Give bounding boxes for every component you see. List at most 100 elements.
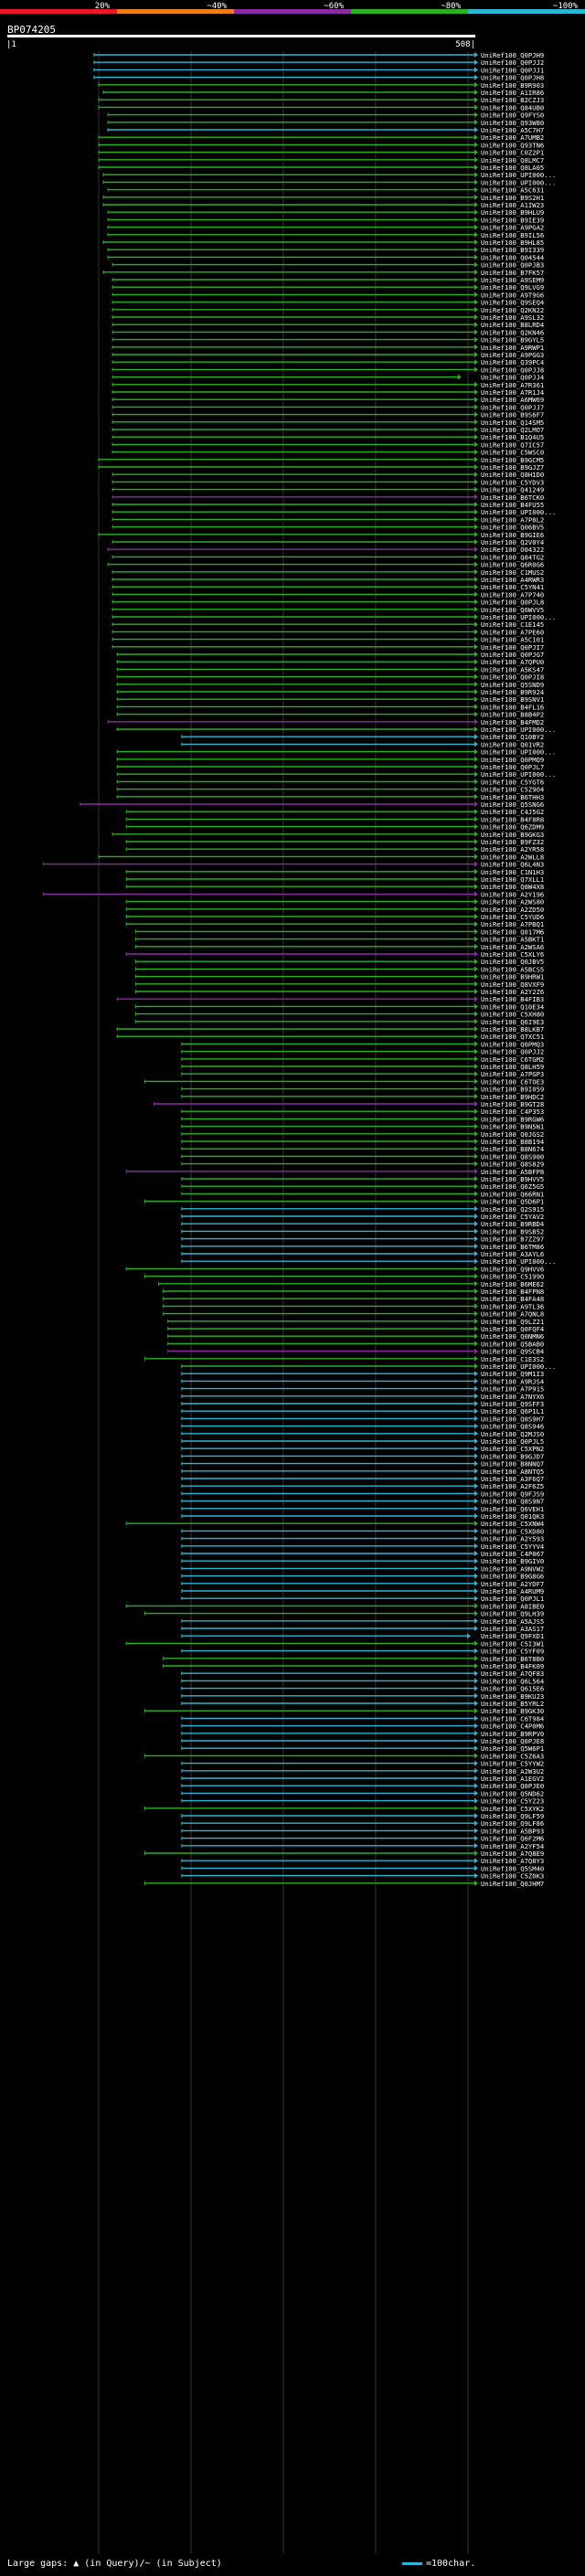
hit-label[interactable]: UniRef100_Q0PJE0: [481, 1782, 544, 1790]
hit-row[interactable]: UniRef100_A3AYL6: [181, 1250, 544, 1258]
hit-row[interactable]: UniRef100_Q9LVG9: [112, 283, 544, 292]
hit-label[interactable]: UniRef100_Q2LMO7: [481, 426, 544, 434]
hit-row[interactable]: UniRef100_Q8S946: [181, 1423, 544, 1431]
hit-label[interactable]: UniRef100_B7ZZ97: [481, 1235, 544, 1244]
hit-label[interactable]: UniRef100_B9GT28: [481, 1100, 544, 1108]
hit-label[interactable]: UniRef100_Q0PJL8: [481, 599, 544, 607]
hit-row[interactable]: UniRef100_C5YN41: [112, 583, 544, 591]
hit-row[interactable]: UniRef100_O04322: [107, 546, 544, 554]
hit-row[interactable]: UniRef100_A8IBE0: [125, 1602, 544, 1610]
hit-row[interactable]: UniRef100_Q9LZ21: [167, 1318, 545, 1326]
hit-label[interactable]: UniRef100_B4FU55: [481, 501, 544, 509]
hit-label[interactable]: UniRef100_Q66RN1: [481, 1190, 544, 1198]
hit-row[interactable]: UniRef100_Q5SNG6: [80, 800, 544, 809]
hit-row[interactable]: UniRef100_Q2KN46: [112, 328, 544, 336]
hit-label[interactable]: UniRef100_Q5SNG6: [481, 800, 544, 809]
hit-row[interactable]: UniRef100_C1E145: [112, 620, 544, 629]
hit-row[interactable]: UniRef100_B6THH3: [116, 793, 544, 801]
hit-row[interactable]: UniRef100_A5C7H7: [107, 126, 544, 134]
hit-row[interactable]: UniRef100_Q8S900: [181, 1152, 544, 1161]
hit-row[interactable]: UniRef100_B9SNV1: [116, 695, 544, 704]
hit-label[interactable]: UniRef100_A1IR86: [481, 89, 544, 97]
hit-row[interactable]: UniRef100_A5BFP8: [125, 1168, 544, 1176]
hit-label[interactable]: UniRef100_B4FPN8: [481, 1288, 544, 1296]
hit-label[interactable]: UniRef100_Q0PJJ2: [481, 1048, 544, 1056]
hit-row[interactable]: UniRef100_B9KU23: [181, 1692, 544, 1701]
hit-label[interactable]: UniRef100_A2W3U2: [481, 1767, 544, 1776]
hit-label[interactable]: UniRef100_Q2MJS0: [481, 1430, 544, 1438]
hit-label[interactable]: UniRef100_B9GIE6: [481, 531, 544, 539]
hit-label[interactable]: UniRef100_A3AYL6: [481, 1250, 544, 1258]
hit-label[interactable]: UniRef100_C5I3W1: [481, 1639, 544, 1648]
hit-row[interactable]: UniRef100_A5BP93: [181, 1827, 544, 1835]
hit-label[interactable]: UniRef100_C5WSC0: [481, 449, 544, 457]
hit-label[interactable]: UniRef100_A9PGG3: [481, 351, 544, 359]
hit-row[interactable]: UniRef100_C5I3W1: [125, 1639, 544, 1648]
hit-row[interactable]: UniRef100_C5YYV4: [181, 1542, 544, 1551]
hit-label[interactable]: UniRef100_Q0PJH9: [481, 51, 544, 59]
hit-row[interactable]: UniRef100_A2ZD50: [125, 906, 544, 914]
hit-row[interactable]: UniRef100_B9GK30: [144, 1707, 544, 1715]
hit-row[interactable]: UniRef100_C5XYK2: [144, 1805, 544, 1813]
hit-row[interactable]: UniRef100_Q9HVV6: [125, 1265, 544, 1273]
hit-label[interactable]: UniRef100_Q5SM40: [481, 1864, 544, 1872]
hit-row[interactable]: UniRef100_B9GIV0: [181, 1557, 544, 1565]
hit-label[interactable]: UniRef100_Q2KN46: [481, 328, 544, 336]
hit-label[interactable]: UniRef100_C5Z6A3: [481, 1752, 544, 1760]
hit-row[interactable]: UniRef100_A1EGV2: [181, 1775, 544, 1783]
hit-label[interactable]: UniRef100_Q9M1I3: [481, 1370, 544, 1378]
hit-label[interactable]: UniRef100_Q2V0Y4: [481, 538, 544, 546]
hit-row[interactable]: UniRef100_Q0PJI7: [112, 643, 544, 652]
hit-label[interactable]: UniRef100_C0Z2P1: [481, 149, 544, 157]
hit-label[interactable]: UniRef100_Q93TN6: [481, 141, 544, 149]
hit-label[interactable]: UniRef100_Q5ND62: [481, 1789, 544, 1797]
hit-label[interactable]: UniRef100_Q017M6: [481, 928, 544, 936]
hit-label[interactable]: UniRef100_Q14SM5: [481, 419, 544, 427]
hit-label[interactable]: UniRef100_Q8S900: [481, 1152, 544, 1161]
hit-row[interactable]: UniRef100_A9PGA2: [107, 224, 544, 232]
hit-label[interactable]: UniRef100_A2F6Z5: [481, 1482, 544, 1490]
hit-label[interactable]: UniRef100_Q0PMQ3: [481, 1040, 544, 1048]
hit-row[interactable]: UniRef100_Q0PJJ1: [93, 66, 544, 74]
hit-row[interactable]: UniRef100_Q0PJJ2: [181, 1048, 544, 1056]
hit-label[interactable]: UniRef100_B9R924: [481, 688, 544, 696]
hit-row[interactable]: UniRef100_B8LKB7: [116, 1025, 544, 1034]
hit-row[interactable]: UniRef100_B9HRW1: [134, 973, 544, 981]
hit-row[interactable]: UniRef100_A2Y593: [181, 1535, 544, 1543]
hit-label[interactable]: UniRef100_Q5D6P1: [481, 1198, 544, 1206]
hit-row[interactable]: UniRef100_B6TM86: [181, 1243, 544, 1251]
hit-row[interactable]: UniRef100_C5XLY6: [125, 950, 544, 959]
hit-row[interactable]: UniRef100_Q6WVV5: [112, 606, 544, 614]
hit-label[interactable]: UniRef100_B9GYL5: [481, 336, 544, 345]
hit-row[interactable]: UniRef100_B9HDC2: [181, 1093, 544, 1101]
hit-label[interactable]: UniRef100_B9N5N1: [481, 1123, 544, 1131]
hit-label[interactable]: UniRef100_A7Q8E9: [481, 1850, 544, 1858]
hit-label[interactable]: UniRef100_B9IL56: [481, 231, 544, 239]
hit-label[interactable]: UniRef100_B6ME62: [481, 1280, 544, 1288]
hit-row[interactable]: UniRef100_Q9SCB4: [167, 1348, 545, 1356]
hit-row[interactable]: UniRef100_Q0PMQ9: [116, 756, 544, 764]
hit-row[interactable]: UniRef100_C0Z2P1: [98, 149, 544, 157]
hit-label[interactable]: UniRef100_Q7XLL1: [481, 875, 544, 884]
hit-row[interactable]: UniRef100_Q9FXD1: [181, 1632, 544, 1640]
hit-label[interactable]: UniRef100_UPI000...: [481, 613, 556, 621]
hit-row[interactable]: UniRef100_Q0JGS2: [181, 1130, 544, 1139]
hit-label[interactable]: UniRef100_Q0PJI8: [481, 673, 544, 682]
hit-row[interactable]: UniRef100_Q9SEQ4: [112, 299, 544, 307]
hit-label[interactable]: UniRef100_A4RWR3: [481, 576, 544, 584]
hit-label[interactable]: UniRef100_Q9LF59: [481, 1812, 544, 1820]
hit-row[interactable]: UniRef100_C5XPN2: [181, 1445, 544, 1453]
hit-row[interactable]: UniRef100_Q2KN22: [112, 306, 544, 314]
hit-label[interactable]: UniRef100_Q0PJJ4: [481, 374, 544, 382]
hit-row[interactable]: UniRef100_B9FZ32: [125, 838, 544, 846]
hit-label[interactable]: UniRef100_UPI000...: [481, 171, 556, 179]
hit-row[interactable]: UniRef100_Q0PJB3: [112, 261, 544, 270]
hit-row[interactable]: UniRef100_A1IR86: [102, 89, 544, 97]
hit-row[interactable]: UniRef100_A5C631: [107, 186, 544, 195]
hit-label[interactable]: UniRef100_Q9LH39: [481, 1610, 544, 1618]
hit-label[interactable]: UniRef100_C1MUS2: [481, 568, 544, 577]
hit-row[interactable]: UniRef100_Q6F2M6: [181, 1835, 544, 1843]
hit-label[interactable]: UniRef100_Q8S9N7: [481, 1498, 544, 1506]
hit-label[interactable]: UniRef100_A5AJS5: [481, 1617, 544, 1626]
hit-row[interactable]: UniRef100_Q14SM5: [112, 419, 544, 427]
